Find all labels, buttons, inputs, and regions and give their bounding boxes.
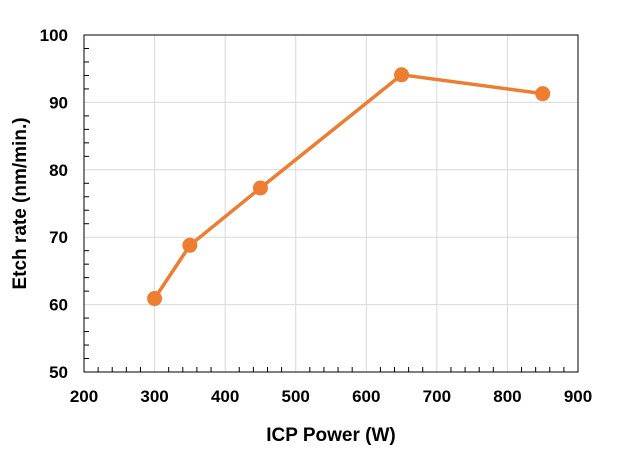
y-axis-title: Etch rate (nm/min.) bbox=[10, 117, 31, 289]
x-tick-label: 500 bbox=[282, 387, 310, 406]
x-tick-label: 900 bbox=[564, 387, 592, 406]
y-tick-label: 70 bbox=[49, 228, 68, 247]
x-tick-label: 800 bbox=[493, 387, 521, 406]
data-point bbox=[535, 86, 551, 102]
x-tick-label: 300 bbox=[140, 387, 168, 406]
y-tick-label: 90 bbox=[49, 93, 68, 112]
x-tick-label: 400 bbox=[211, 387, 239, 406]
x-tick-label: 700 bbox=[423, 387, 451, 406]
data-point bbox=[147, 291, 163, 307]
y-tick-label: 50 bbox=[49, 363, 68, 382]
gridlines bbox=[84, 35, 578, 372]
data-point bbox=[182, 237, 198, 253]
series-line bbox=[153, 73, 543, 300]
x-tick-label: 600 bbox=[352, 387, 380, 406]
y-tick-label: 100 bbox=[40, 26, 68, 45]
plot-area-frame bbox=[83, 34, 579, 373]
y-tick-label: 60 bbox=[49, 296, 68, 315]
data-point bbox=[252, 180, 268, 196]
y-tick-label: 80 bbox=[49, 161, 68, 180]
tick-labels: 200 300 400 500 600 700 800 900 50 60 70 80 90 100 bbox=[40, 26, 593, 406]
series-layer bbox=[147, 67, 551, 307]
data-point bbox=[394, 67, 410, 83]
minor-ticks bbox=[84, 47, 565, 372]
x-axis-title: ICP Power (W) bbox=[266, 425, 396, 446]
x-tick-label: 200 bbox=[70, 387, 98, 406]
